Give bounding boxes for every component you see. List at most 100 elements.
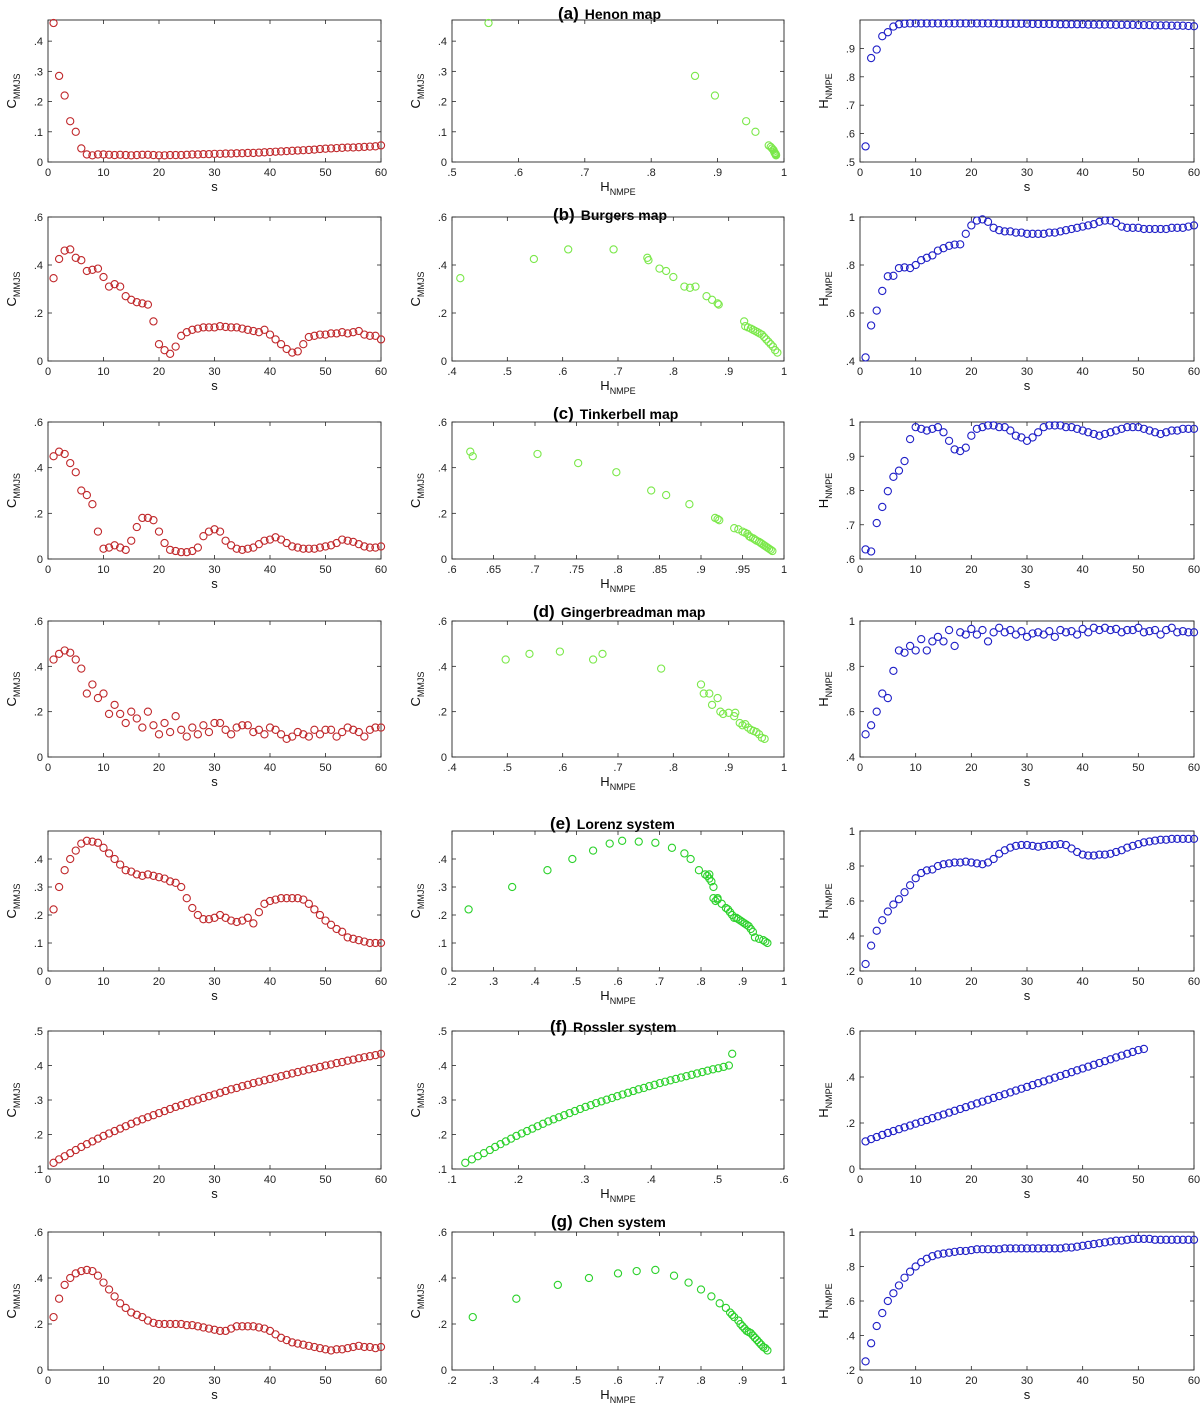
data-point	[1173, 223, 1182, 232]
data-point	[570, 1106, 579, 1116]
y-tick-label: .1	[34, 127, 43, 139]
data-point	[961, 229, 970, 238]
data-point	[555, 647, 565, 656]
y-tick-label: .3	[34, 66, 43, 78]
data-point	[905, 1121, 915, 1130]
data-point	[866, 321, 876, 330]
data-point	[889, 1289, 898, 1298]
y-tick-label: .4	[438, 661, 447, 673]
data-point	[171, 342, 180, 351]
data-point	[716, 707, 725, 716]
data-point	[354, 1341, 363, 1350]
data-point	[127, 151, 136, 160]
data-point	[221, 536, 230, 545]
data-point	[310, 1064, 319, 1073]
data-point	[54, 254, 64, 264]
data-point	[1022, 1244, 1032, 1253]
data-point	[66, 648, 75, 657]
data-point	[177, 882, 186, 892]
data-point	[922, 1115, 931, 1125]
data-point	[591, 1098, 601, 1108]
x-tick-label: 40	[1077, 564, 1089, 576]
axes-frame	[859, 830, 1195, 972]
data-point	[1006, 625, 1015, 635]
data-point	[1139, 838, 1149, 847]
data-point	[232, 723, 241, 732]
data-point	[1028, 229, 1037, 238]
y-axis-label: CMMJS	[4, 884, 22, 919]
y-tick-label: 0	[37, 752, 43, 764]
data-point	[360, 1053, 369, 1062]
data-point	[872, 306, 881, 315]
row-title: (c) Tinkerbell map	[553, 404, 678, 423]
x-tick-label: 20	[965, 564, 977, 576]
data-point	[204, 727, 214, 737]
data-point	[138, 723, 147, 732]
axes-frame	[451, 1231, 785, 1371]
data-point	[1056, 1071, 1065, 1080]
data-point	[354, 727, 363, 737]
data-point	[1100, 850, 1110, 859]
data-point	[271, 895, 280, 904]
data-point	[121, 718, 130, 728]
y-tick-label: 0	[849, 1164, 855, 1176]
data-point	[243, 325, 252, 334]
data-point	[238, 721, 247, 730]
data-point	[933, 19, 943, 28]
data-point	[728, 1049, 737, 1058]
data-point	[332, 1058, 341, 1068]
axes-frame	[859, 620, 1195, 758]
data-point	[1084, 851, 1093, 860]
data-point	[660, 1077, 670, 1086]
y-tick-label: .2	[438, 707, 447, 719]
x-axis-label: HNMPE	[600, 774, 635, 792]
data-point	[944, 19, 954, 28]
y-tick-label: .6	[438, 417, 447, 429]
data-point	[581, 1102, 590, 1112]
data-point	[933, 861, 943, 871]
data-point	[983, 19, 993, 28]
data-point	[365, 725, 375, 734]
data-point	[742, 117, 751, 126]
data-point	[1061, 226, 1071, 235]
data-point	[950, 445, 959, 454]
data-point	[271, 335, 280, 344]
x-tick-label: 40	[264, 366, 276, 378]
data-point	[872, 1321, 881, 1331]
data-point	[528, 1124, 537, 1133]
x-tick-label: .9	[738, 976, 747, 988]
x-tick-label: 30	[208, 762, 220, 774]
data-point	[165, 877, 175, 886]
data-point	[1039, 19, 1048, 29]
data-point	[282, 146, 291, 156]
data-point	[1128, 841, 1137, 851]
data-point	[371, 543, 380, 552]
data-point	[709, 882, 718, 892]
data-point	[310, 905, 319, 914]
data-point	[337, 535, 347, 544]
data-point	[1045, 421, 1054, 430]
data-point	[1173, 21, 1182, 30]
y-tick-label: .2	[34, 97, 43, 109]
data-point	[1139, 628, 1149, 637]
axes-frame	[859, 1030, 1195, 1170]
data-point	[1017, 1084, 1026, 1093]
row-letter: (a)	[558, 4, 579, 23]
data-point	[917, 1117, 926, 1126]
data-point	[1150, 224, 1160, 234]
data-point	[299, 544, 308, 553]
data-point	[939, 637, 948, 646]
data-point	[989, 628, 998, 637]
data-point	[671, 1074, 680, 1084]
data-point	[1095, 431, 1104, 440]
data-point	[676, 1073, 686, 1082]
data-point	[226, 1085, 236, 1094]
data-point	[99, 272, 108, 282]
y-axis-label: CMMJS	[4, 672, 22, 707]
data-point	[1011, 228, 1021, 237]
data-point	[978, 215, 987, 224]
x-axis-label: s	[211, 1186, 218, 1201]
row-letter: (b)	[553, 205, 575, 224]
data-point	[989, 19, 998, 28]
data-point	[894, 263, 904, 273]
